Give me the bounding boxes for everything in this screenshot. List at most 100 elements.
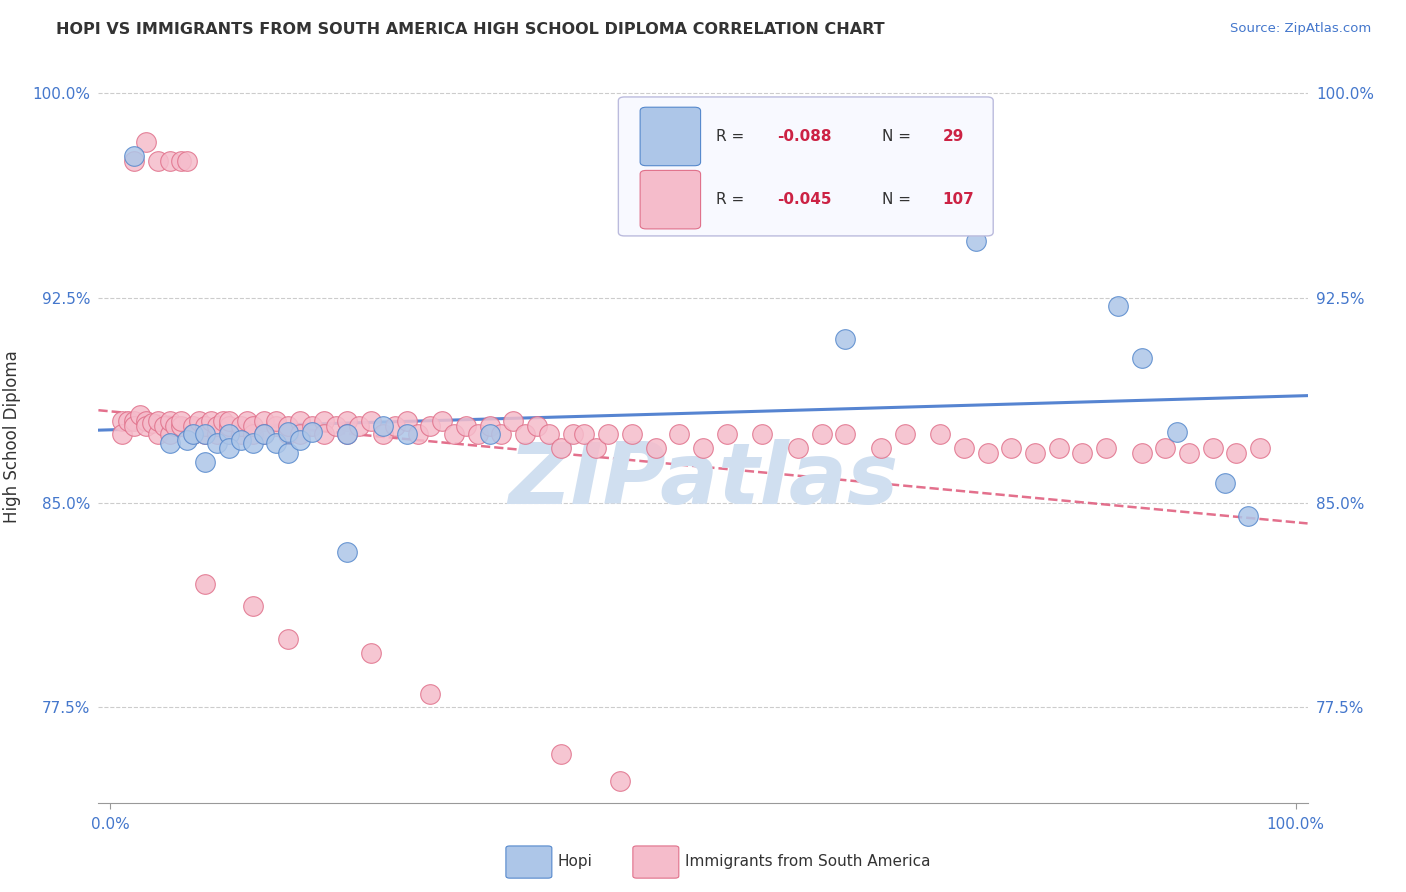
Point	[786, 441, 808, 455]
Point	[620, 427, 643, 442]
Point	[360, 414, 382, 428]
Point	[165, 419, 187, 434]
Point	[212, 414, 235, 428]
FancyBboxPatch shape	[506, 846, 551, 878]
Point	[253, 427, 276, 442]
Point	[692, 441, 714, 455]
Point	[176, 433, 198, 447]
Point	[181, 419, 204, 434]
Point	[117, 414, 139, 428]
Text: ZIPatlas: ZIPatlas	[508, 440, 898, 523]
Text: R =: R =	[716, 129, 749, 144]
FancyBboxPatch shape	[640, 170, 700, 229]
Point	[1130, 446, 1153, 460]
Point	[419, 419, 441, 434]
Text: Hopi: Hopi	[558, 854, 593, 869]
Point	[609, 774, 631, 789]
Point	[1202, 441, 1225, 455]
Point	[135, 414, 157, 428]
Point	[253, 427, 276, 442]
Point	[288, 433, 311, 447]
Point	[242, 427, 264, 442]
Text: -0.088: -0.088	[776, 129, 831, 144]
Point	[242, 435, 264, 450]
Point	[347, 419, 370, 434]
Point	[751, 427, 773, 442]
Point	[869, 441, 891, 455]
Point	[1000, 441, 1022, 455]
Point	[277, 446, 299, 460]
Point	[336, 545, 359, 559]
Point	[218, 414, 240, 428]
Point	[159, 435, 181, 450]
Text: HOPI VS IMMIGRANTS FROM SOUTH AMERICA HIGH SCHOOL DIPLOMA CORRELATION CHART: HOPI VS IMMIGRANTS FROM SOUTH AMERICA HI…	[56, 22, 884, 37]
Point	[965, 234, 987, 248]
Point	[395, 414, 418, 428]
Point	[598, 427, 620, 442]
Text: 29: 29	[942, 129, 963, 144]
Point	[159, 154, 181, 169]
Point	[194, 427, 217, 442]
Point	[668, 427, 690, 442]
Point	[1024, 446, 1046, 460]
Point	[716, 427, 738, 442]
Point	[395, 427, 418, 442]
Point	[585, 441, 607, 455]
Text: R =: R =	[716, 192, 749, 207]
Point	[111, 427, 134, 442]
Point	[301, 425, 323, 439]
Point	[371, 427, 394, 442]
Point	[360, 646, 382, 660]
Point	[1213, 476, 1236, 491]
Point	[200, 414, 222, 428]
Point	[188, 414, 211, 428]
Point	[443, 427, 465, 442]
Point	[491, 427, 513, 442]
Point	[325, 419, 347, 434]
Point	[515, 427, 537, 442]
Point	[235, 414, 257, 428]
Point	[893, 427, 915, 442]
Point	[1178, 446, 1201, 460]
Point	[277, 419, 299, 434]
Point	[312, 427, 335, 442]
Point	[122, 149, 145, 163]
Point	[159, 427, 181, 442]
Point	[288, 414, 311, 428]
Text: N =: N =	[882, 192, 915, 207]
Point	[218, 441, 240, 455]
Point	[1225, 446, 1247, 460]
Point	[170, 414, 193, 428]
Point	[277, 632, 299, 646]
Text: -0.045: -0.045	[776, 192, 831, 207]
Point	[205, 419, 228, 434]
Point	[146, 427, 169, 442]
Point	[264, 414, 287, 428]
Point	[141, 417, 163, 431]
Point	[1047, 441, 1070, 455]
Point	[205, 427, 228, 442]
Point	[122, 414, 145, 428]
Point	[976, 446, 998, 460]
Point	[526, 419, 548, 434]
Point	[1107, 299, 1129, 313]
Point	[419, 687, 441, 701]
Point	[312, 414, 335, 428]
Point	[432, 414, 454, 428]
Point	[146, 154, 169, 169]
Point	[408, 427, 430, 442]
Point	[181, 427, 204, 442]
Point	[929, 427, 952, 442]
Point	[467, 427, 489, 442]
Point	[1249, 441, 1271, 455]
Point	[550, 747, 572, 761]
Point	[194, 427, 217, 442]
Text: Source: ZipAtlas.com: Source: ZipAtlas.com	[1230, 22, 1371, 36]
Point	[301, 419, 323, 434]
Point	[336, 427, 359, 442]
Point	[194, 455, 217, 469]
FancyBboxPatch shape	[619, 97, 993, 235]
FancyBboxPatch shape	[633, 846, 679, 878]
Point	[170, 419, 193, 434]
Point	[1071, 446, 1094, 460]
